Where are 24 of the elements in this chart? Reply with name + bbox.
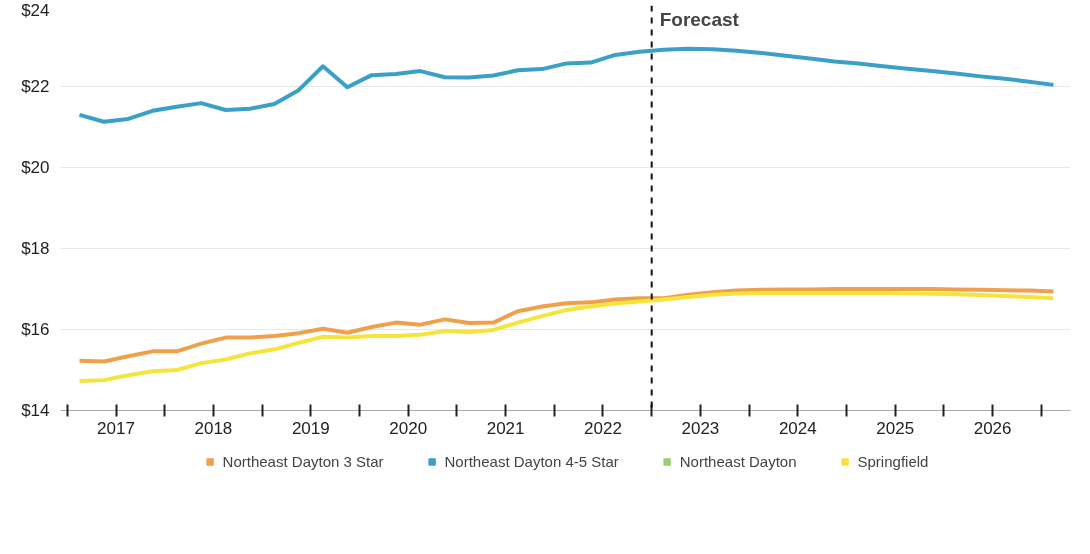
x-tick-label: 2021 — [486, 418, 525, 438]
x-tick-label: 2017 — [97, 418, 135, 438]
legend-label: Northeast Dayton 4-5 Star — [444, 452, 619, 470]
x-tick-label: 2020 — [389, 418, 428, 438]
y-tick-label: $14 — [21, 401, 50, 420]
y-tick-label: $16 — [21, 320, 50, 339]
ref-line-label: Forecast — [659, 8, 740, 30]
x-tick-label: 2026 — [973, 418, 1012, 438]
y-tick-label: $24 — [21, 0, 50, 20]
x-tick-label: 2025 — [876, 418, 915, 438]
y-tick-label: $22 — [21, 77, 50, 96]
legend-label: Northeast Dayton 3 Star — [222, 452, 384, 470]
line-series — [77, 287, 1056, 364]
x-tick-label: 2018 — [194, 418, 233, 438]
y-tick-label: $18 — [21, 239, 50, 258]
x-tick-label: 2019 — [291, 418, 330, 438]
x-tick-label: 2024 — [778, 418, 817, 438]
x-tick-label: 2022 — [584, 418, 622, 438]
legend-label: Northeast Dayton — [679, 452, 797, 470]
legend-label: Springfield — [857, 452, 929, 470]
line-series — [77, 291, 1056, 383]
x-tick-label: 2023 — [681, 418, 720, 438]
y-tick-label: $20 — [21, 158, 50, 177]
line-series — [77, 46, 1056, 124]
